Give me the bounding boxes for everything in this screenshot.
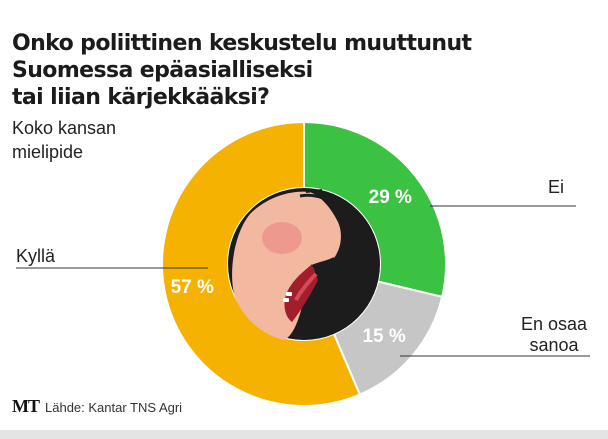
value-label-en-osaa-sanoa: 15 % <box>362 326 405 347</box>
slices-layer <box>161 120 447 407</box>
title-line-1: Onko poliittinen keskustelu muuttunut <box>12 31 472 56</box>
category-label-kylla: Kyllä <box>16 246 56 266</box>
center-layer <box>228 188 380 340</box>
subtitle-line-1: Koko kansan <box>12 118 117 138</box>
chart-title: Onko poliittinen keskustelu muuttunut Su… <box>12 30 552 111</box>
source-text: Lähde: Kantar TNS Agri <box>45 400 183 415</box>
title-line-2: Suomessa epäasialliseksi <box>12 58 313 83</box>
category-label-en-osaa-sanoa-line-1: En osaa <box>521 314 588 334</box>
value-label-kylla: 57 % <box>171 277 214 298</box>
publisher-logo: MT <box>12 396 40 416</box>
subtitle-line-2: mielipide <box>12 142 84 162</box>
value-labels: 29 % 15 % 57 % <box>171 187 412 347</box>
value-label-ei: 29 % <box>369 187 412 208</box>
chart-subtitle: Koko kansan mielipide <box>12 116 116 164</box>
face-shouting-icon <box>232 189 341 340</box>
category-label-ei: Ei <box>548 177 564 197</box>
source-note: MT Lähde: Kantar TNS Agri <box>12 396 182 417</box>
bottom-band <box>0 430 608 439</box>
category-label-en-osaa-sanoa-line-2: sanoa <box>529 335 579 355</box>
title-line-3: tai liian kärjekkääksi? <box>12 85 270 110</box>
